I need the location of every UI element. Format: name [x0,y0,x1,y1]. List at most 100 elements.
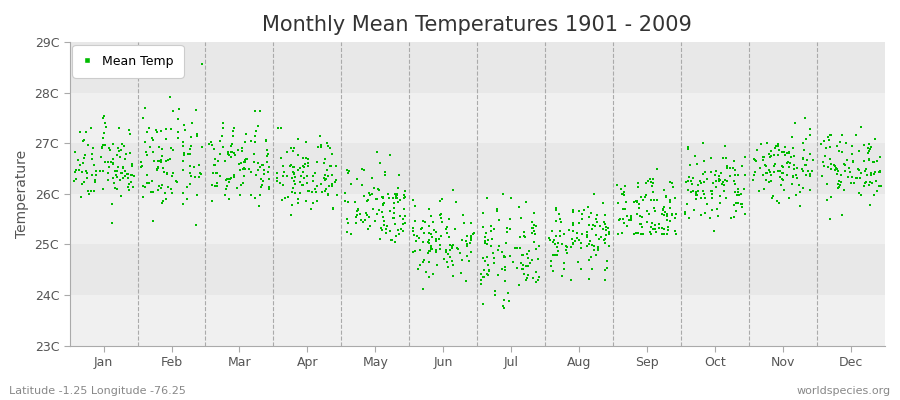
Point [663,218,678,225]
Point [872,183,886,189]
Point [116,143,130,149]
Point [238,131,253,138]
Point [417,256,431,263]
Point [497,305,511,311]
Point [713,200,727,206]
Point [159,171,174,178]
Point [151,164,166,171]
Point [704,155,718,162]
Point [188,106,202,113]
Point [734,163,749,170]
Point [783,159,797,166]
Point [598,240,612,246]
Point [94,144,109,150]
Point [460,232,474,239]
Point [852,148,867,154]
Point [292,165,307,172]
Point [140,180,154,186]
Point [767,152,781,158]
Point [478,258,492,264]
Point [230,185,245,191]
Bar [69,244,885,295]
Point [361,226,375,232]
Point [122,170,136,177]
Point [218,157,232,164]
Point [291,152,305,158]
Point [629,198,643,204]
Point [260,147,274,154]
Point [627,231,642,238]
Point [310,144,325,150]
Point [503,216,517,222]
Point [318,156,332,162]
Point [329,163,344,169]
Point [644,197,658,204]
Point [432,212,446,218]
Point [491,208,505,214]
Point [680,146,695,152]
Point [321,192,336,198]
Point [581,222,596,228]
Point [421,230,436,236]
Point [788,120,802,126]
Point [837,186,851,193]
Point [260,159,274,166]
Point [285,202,300,208]
Point [477,238,491,244]
Point [616,220,631,226]
Point [488,288,502,295]
Point [310,198,324,204]
Point [799,157,814,163]
Point [748,169,762,176]
Point [526,239,541,245]
Point [787,153,801,159]
Point [325,172,339,178]
Point [381,223,395,230]
Point [692,178,706,184]
Point [406,225,420,232]
Point [443,242,457,248]
Point [780,158,795,165]
Point [350,208,365,214]
Point [110,152,124,158]
Point [616,190,630,197]
Point [192,162,206,168]
Point [821,164,835,170]
Point [516,266,530,272]
Point [262,184,276,190]
Point [681,144,696,150]
Point [150,186,165,193]
Point [553,216,567,222]
Point [350,206,365,213]
Point [177,152,192,158]
Point [527,231,542,238]
Point [657,187,671,194]
Point [159,126,174,132]
Point [624,213,638,220]
Point [288,190,302,196]
Point [484,243,499,249]
Point [640,208,654,214]
Point [256,171,271,177]
Point [615,229,629,236]
Point [610,231,625,238]
Point [656,206,670,212]
Point [777,148,791,155]
Point [86,188,101,194]
Point [221,196,236,202]
Point [238,166,252,172]
Point [613,216,627,222]
Point [519,275,534,281]
Point [859,166,873,172]
Point [378,172,392,178]
Point [127,172,141,179]
Point [163,156,177,162]
Point [590,245,605,252]
Point [544,228,559,234]
Point [138,184,152,190]
Point [304,205,319,212]
Point [285,189,300,195]
Point [318,172,332,178]
Point [301,160,315,166]
Point [111,164,125,170]
